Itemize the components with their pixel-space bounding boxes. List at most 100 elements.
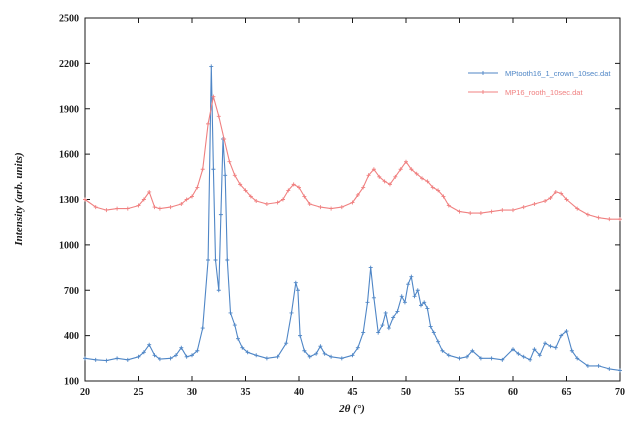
data-point <box>318 344 323 349</box>
data-point <box>184 197 189 202</box>
data-point <box>528 357 533 362</box>
data-point <box>329 354 334 359</box>
legend-marker <box>481 90 485 94</box>
data-point <box>446 353 451 358</box>
data-point <box>428 324 433 329</box>
data-point <box>478 356 483 361</box>
data-point <box>404 159 408 164</box>
data-point <box>297 185 301 190</box>
data-point <box>115 206 120 211</box>
data-point <box>470 348 475 353</box>
data-point <box>240 345 245 350</box>
series-1 <box>83 64 622 373</box>
y-tick-label: 2500 <box>59 14 79 25</box>
data-point <box>195 348 200 353</box>
data-point <box>286 188 291 193</box>
data-point <box>223 173 228 178</box>
legend-label: MPtooth16_1_crown_10sec.dat <box>505 69 611 78</box>
data-point <box>173 353 178 358</box>
x-axis: 20 25 30 35 40 45 50 55 60 65 70 <box>80 18 625 398</box>
data-point <box>245 350 250 355</box>
x-tick-label: 20 <box>80 387 90 398</box>
data-point <box>322 351 327 356</box>
data-point <box>440 348 445 353</box>
data-point <box>393 174 398 179</box>
series-2 <box>83 94 622 222</box>
data-point <box>457 356 462 361</box>
data-point <box>355 345 360 350</box>
x-axis-title: 2θ (°) <box>338 403 365 415</box>
data-point <box>298 333 303 338</box>
data-point <box>104 358 109 363</box>
data-point <box>406 282 411 287</box>
y-tick-label: 1300 <box>59 195 79 206</box>
data-point <box>511 347 515 352</box>
data-point <box>596 363 601 368</box>
data-point <box>93 205 98 210</box>
data-point <box>618 368 622 373</box>
data-point <box>293 280 298 285</box>
data-point <box>157 206 162 211</box>
data-point <box>446 203 451 208</box>
data-point <box>391 315 396 320</box>
data-point <box>425 179 430 184</box>
data-point <box>500 208 505 213</box>
legend-marker <box>481 71 485 75</box>
data-point <box>355 192 360 197</box>
data-point <box>280 197 285 202</box>
data-point <box>377 174 382 179</box>
x-tick-label: 65 <box>562 387 572 398</box>
data-point <box>104 208 109 213</box>
data-point <box>420 176 425 181</box>
x-tick-label: 25 <box>134 387 144 398</box>
y-tick-label: 100 <box>64 377 79 388</box>
x-tick-label: 50 <box>401 387 411 398</box>
data-point <box>200 326 205 331</box>
data-point <box>521 354 526 359</box>
data-point <box>383 310 388 315</box>
data-point <box>511 208 515 213</box>
data-point <box>152 353 157 358</box>
data-point <box>329 206 334 211</box>
data-point <box>236 336 241 341</box>
data-point <box>184 354 189 359</box>
data-point <box>441 194 446 199</box>
data-point <box>399 294 404 299</box>
data-point <box>543 341 548 346</box>
data-point <box>195 185 200 190</box>
x-tick-label: 60 <box>508 387 518 398</box>
data-point <box>284 341 289 346</box>
data-point <box>564 329 569 334</box>
data-point <box>409 274 414 279</box>
data-point <box>157 357 162 362</box>
data-point <box>366 173 371 178</box>
data-point <box>339 356 344 361</box>
data-point <box>607 366 612 371</box>
data-point <box>478 211 483 216</box>
data-point <box>115 356 120 361</box>
data-point <box>248 194 253 199</box>
data-point <box>548 344 553 349</box>
data-point <box>264 202 269 207</box>
data-point <box>489 356 494 361</box>
data-point <box>618 217 622 222</box>
y-tick-label: 1900 <box>59 104 79 115</box>
data-point <box>295 288 300 293</box>
data-point <box>225 258 230 262</box>
y-tick-label: 700 <box>64 286 79 297</box>
y-tick-label: 2200 <box>59 59 79 70</box>
data-point <box>141 350 146 355</box>
data-point <box>179 345 184 350</box>
data-point <box>382 179 387 184</box>
y-axis-title: Intensity (arb. units) <box>13 152 25 246</box>
legend-label: MP16_rooth_10sec.dat <box>505 88 583 97</box>
data-point <box>559 333 564 338</box>
series-layer <box>83 64 622 373</box>
x-tick-label: 70 <box>615 387 625 398</box>
data-point <box>425 306 430 311</box>
y-tick-label: 1000 <box>59 240 79 251</box>
data-point <box>596 215 601 220</box>
data-point <box>141 197 146 202</box>
x-tick-label: 35 <box>241 387 251 398</box>
